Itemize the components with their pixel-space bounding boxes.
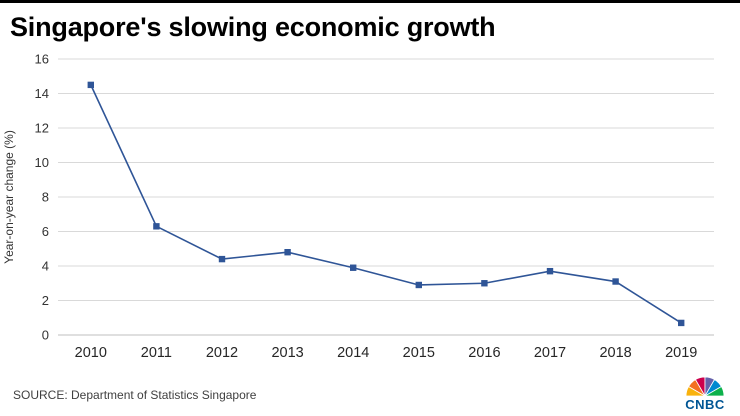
line-chart: 0 2 4 6 8 10 12 14 16 2010 2011 2012 2013 2014 2015 201… [0,47,740,370]
x-tick-label: 2012 [206,345,238,361]
x-tick-label: 2013 [271,345,303,361]
data-point-marker [218,255,226,263]
y-tick-label: 6 [42,224,49,239]
data-point-marker [153,223,160,230]
series-line [90,84,682,324]
x-tick-label: 2011 [141,345,172,361]
data-point-marker [612,278,619,285]
y-tick-label: 8 [42,190,49,205]
y-tick-label: 16 [35,52,49,67]
x-tick-label: 2017 [534,345,566,361]
x-tick-label: 2010 [75,345,107,361]
data-point-marker [350,264,357,271]
y-tick-label: 14 [35,86,49,101]
x-tick-label: 2015 [403,345,435,361]
cnbc-logo: CNBC [682,375,728,411]
x-tick-label: 2016 [468,345,500,361]
y-tick-label: 10 [35,155,49,170]
data-point-marker [284,249,291,256]
y-tick-label: 2 [42,293,49,308]
data-point-marker [481,280,488,287]
data-point-marker [87,81,94,89]
y-tick-label: 4 [42,259,49,274]
y-tick-label: 12 [35,121,49,136]
peacock-icon [685,376,725,397]
data-point-marker [678,319,685,327]
x-tick-label: 2014 [337,345,369,361]
x-tick-label: 2018 [599,345,631,361]
cnbc-wordmark: CNBC [685,397,725,412]
line-chart-canvas: 0 2 4 6 8 10 12 14 16 2010 2011 2012 2013 2014 2015 201… [2,52,714,361]
data-point-marker [546,268,554,275]
data-point-marker [415,281,422,289]
chart-title: Singapore's slowing economic growth [10,12,496,42]
x-tick-label: 2019 [665,345,697,361]
y-axis-title: Year-on-year change (%) [2,130,16,264]
source-text: SOURCE: Department of Statistics Singapo… [13,388,257,402]
y-tick-label: 0 [42,328,49,343]
